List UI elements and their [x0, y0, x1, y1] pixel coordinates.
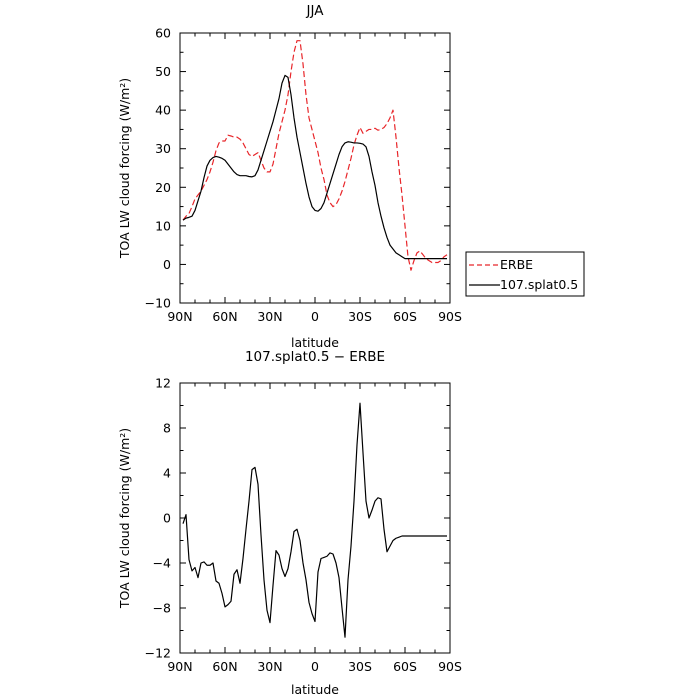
- bottom-x-tick-label: 90S: [438, 659, 462, 674]
- bottom-y-tick-label: −12: [145, 646, 171, 661]
- top-x-tick-label: 30S: [348, 309, 372, 324]
- top-chart-frame: [179, 32, 451, 304]
- bottom-chart-frame: [179, 382, 451, 654]
- top-chart-ticks: 90N 60N 30N 0 30S 60S 90S −10 0 10 20 30 40 50 60: [145, 26, 462, 325]
- top-chart-title: JJA: [306, 3, 325, 19]
- top-x-tick-label: 60N: [212, 309, 237, 324]
- bottom-chart-series: [182, 402, 447, 638]
- top-y-tick-label: 10: [155, 218, 171, 233]
- bottom-chart-x-axis-label: latitude: [291, 682, 339, 697]
- bottom-x-tick-label: 0: [311, 659, 319, 674]
- legend: ERBE 107.splat0.5: [465, 251, 585, 297]
- bottom-chart-title: 107.splat0.5 − ERBE: [245, 349, 385, 365]
- top-y-tick-label: 60: [155, 26, 171, 41]
- top-chart-y-axis-label: TOA LW cloud forcing (W/m²): [117, 78, 132, 259]
- top-y-tick-label: 50: [155, 64, 171, 79]
- top-y-tick-label: 40: [155, 103, 171, 118]
- legend-box: [465, 251, 585, 297]
- top-chart-y-axis-label-text: TOA LW cloud forcing (W/m²): [117, 78, 132, 259]
- bottom-y-tick-label: 8: [163, 421, 171, 436]
- bottom-x-tick-label: 90N: [167, 659, 192, 674]
- bottom-chart-ticks: 90N 60N 30N 0 30S 60S 90S −12 −8 −4 0 4 8 12: [145, 376, 462, 675]
- bottom-y-tick-label: 4: [163, 466, 171, 481]
- bottom-x-tick-label: 30N: [257, 659, 282, 674]
- top-x-tick-label: 90N: [167, 309, 192, 324]
- top-y-tick-label: 0: [163, 257, 171, 272]
- top-x-tick-label: 60S: [393, 309, 417, 324]
- top-x-tick-label: 0: [311, 309, 319, 324]
- bottom-y-tick-label: 0: [163, 511, 171, 526]
- bottom-y-tick-label: −8: [153, 601, 171, 616]
- bottom-x-tick-label: 60S: [393, 659, 417, 674]
- top-chart: JJA TOA LW cloud forcing (W/m²) latitude…: [117, 3, 462, 350]
- top-series-line-erbe: [182, 40, 448, 271]
- bottom-series-line-difference: [182, 402, 447, 638]
- top-series-line-107-splat0-5: [182, 74, 447, 260]
- bottom-y-tick-label: −4: [153, 556, 171, 571]
- legend-label-erbe: ERBE: [500, 257, 533, 272]
- top-y-tick-label: 20: [155, 180, 171, 195]
- top-chart-series: [182, 40, 448, 271]
- bottom-chart-y-axis-label: TOA LW cloud forcing (W/m²): [117, 428, 132, 609]
- top-y-tick-label: 30: [155, 141, 171, 156]
- top-x-tick-label: 90S: [438, 309, 462, 324]
- legend-label-model: 107.splat0.5: [500, 277, 578, 292]
- bottom-x-tick-label: 30S: [348, 659, 372, 674]
- bottom-y-tick-label: 12: [155, 376, 171, 391]
- bottom-chart: 107.splat0.5 − ERBE TOA LW cloud forcing…: [117, 349, 462, 697]
- top-x-tick-label: 30N: [257, 309, 282, 324]
- top-y-tick-label: −10: [145, 296, 171, 311]
- top-chart-x-axis-label: latitude: [291, 335, 339, 350]
- bottom-x-tick-label: 60N: [212, 659, 237, 674]
